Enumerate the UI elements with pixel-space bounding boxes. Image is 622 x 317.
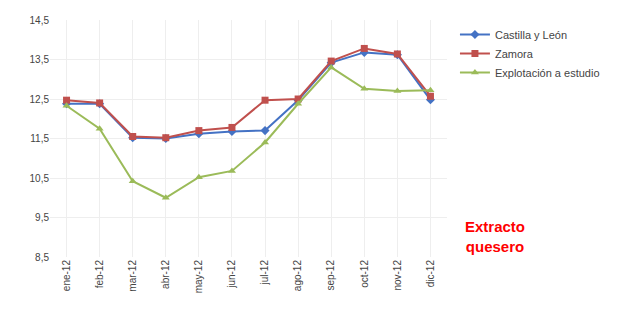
svg-text:sep-12: sep-12 [325,260,336,291]
svg-text:ene-12: ene-12 [61,260,72,292]
svg-text:8,5: 8,5 [35,252,49,263]
svg-text:dic-12: dic-12 [425,260,436,288]
svg-text:oct-12: oct-12 [359,260,370,288]
svg-text:12,5: 12,5 [30,94,50,105]
svg-text:14,5: 14,5 [30,15,50,26]
svg-text:abr-12: abr-12 [160,260,171,289]
svg-text:Extractoquesero: Extractoquesero [465,218,525,255]
svg-text:ago-12: ago-12 [292,260,303,292]
svg-text:10,5: 10,5 [30,173,50,184]
svg-text:Explotación a estudio: Explotación a estudio [495,67,600,79]
svg-text:mar-12: mar-12 [127,260,138,292]
svg-text:9,5: 9,5 [35,212,49,223]
svg-text:may-12: may-12 [193,260,204,294]
svg-text:jul-12: jul-12 [259,260,270,286]
svg-text:Castilla y León: Castilla y León [495,29,567,41]
svg-text:feb-12: feb-12 [94,260,105,289]
svg-text:Zamora: Zamora [495,48,534,60]
svg-text:jun-12: jun-12 [226,260,237,289]
svg-text:nov-12: nov-12 [392,260,403,291]
svg-text:11,5: 11,5 [30,133,49,144]
svg-text:13,5: 13,5 [30,54,50,65]
